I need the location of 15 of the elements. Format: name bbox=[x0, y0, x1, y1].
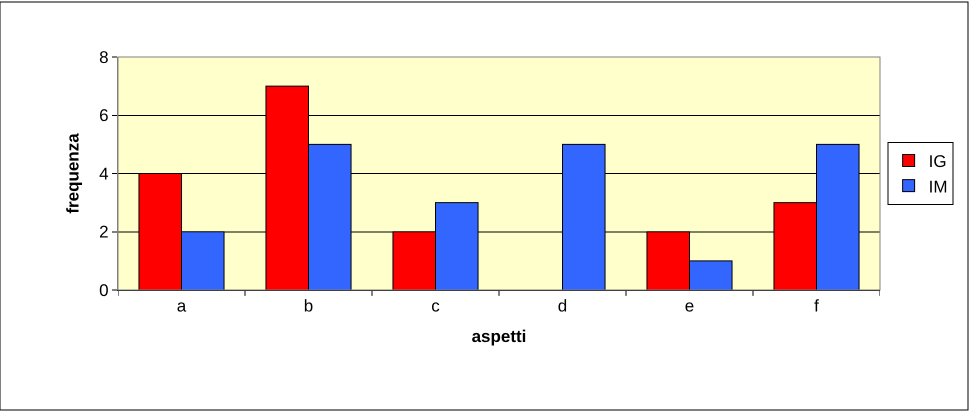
legend-label: IM bbox=[928, 177, 948, 196]
x-tick-label: a bbox=[176, 296, 187, 316]
x-tick-label: b bbox=[304, 296, 314, 316]
legend-label: IG bbox=[928, 152, 947, 172]
y-tick-label: 8 bbox=[99, 48, 109, 67]
y-tick-label: 4 bbox=[99, 164, 109, 184]
y-tick-label: 6 bbox=[99, 106, 109, 126]
x-tick-label: e bbox=[684, 296, 694, 316]
y-tick-label: 0 bbox=[99, 280, 109, 300]
x-axis-title: aspetti bbox=[472, 326, 526, 346]
y-axis-title: frequenza bbox=[64, 132, 83, 214]
x-tick-label: c bbox=[431, 296, 440, 316]
x-tick-label: d bbox=[558, 296, 568, 316]
x-tick-label: f bbox=[814, 296, 820, 316]
y-tick-label: 2 bbox=[99, 222, 109, 242]
